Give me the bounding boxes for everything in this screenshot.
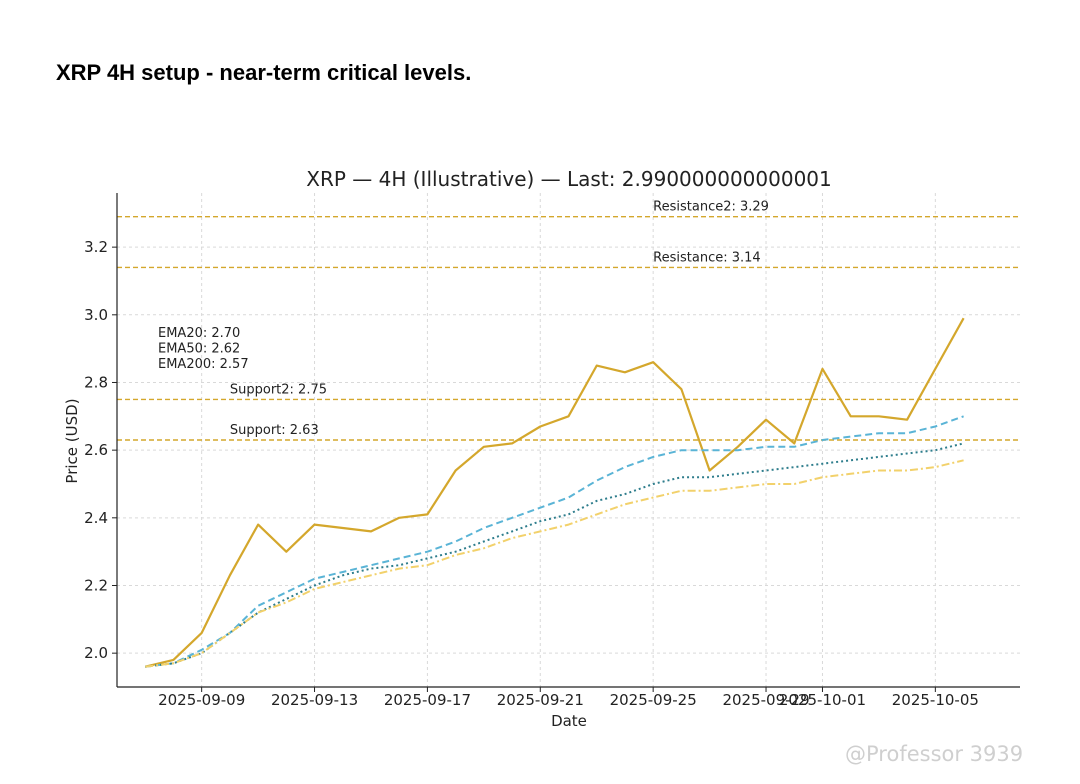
x-tick-label: 2025-09-25: [610, 691, 697, 709]
watermark-text: @Professor 3939: [845, 742, 1024, 766]
y-tick-label: 2.6: [84, 441, 108, 459]
y-tick-label: 2.4: [84, 509, 108, 527]
y-tick-label: 2.2: [84, 576, 108, 594]
x-axis-label: Date: [551, 712, 587, 730]
x-tick-label: 2025-10-01: [779, 691, 866, 709]
level-label: Support: 2.63: [230, 423, 319, 438]
ema-note: EMA50: 2.62: [158, 342, 240, 357]
y-tick-label: 3.0: [84, 306, 108, 324]
ema50-line: [145, 442, 964, 668]
level-label: Resistance: 3.14: [653, 250, 761, 265]
x-tick-label: 2025-10-05: [892, 691, 979, 709]
chart-title: XRP — 4H (Illustrative) — Last: 2.990000…: [306, 167, 832, 191]
level-label: Resistance2: 3.29: [653, 200, 769, 215]
y-tick-label: 3.2: [84, 238, 108, 256]
axes: 2.0 2.2 2.4 2.6 2.8 3.0 3.2 2025-09-09 2025-09-1…: [84, 193, 1020, 709]
ema-note: EMA20: 2.70: [158, 326, 240, 341]
y-axis-label: Price (USD): [63, 398, 81, 483]
ema20-line: [145, 415, 964, 668]
x-tick-label: 2025-09-29: [722, 691, 809, 709]
level-lines: Resistance2: 3.29 Resistance: 3.14 Support…: [117, 200, 1020, 441]
x-tick-label: 2025-09-09: [158, 691, 245, 709]
price-line: [144, 317, 965, 668]
level-label: Support2: 2.75: [230, 382, 327, 397]
x-tick-label: 2025-09-21: [497, 691, 584, 709]
y-tick-label: 2.0: [84, 644, 108, 662]
x-tick-label: 2025-09-17: [384, 691, 471, 709]
x-tick-label: 2025-09-13: [271, 691, 358, 709]
series-lines: [144, 317, 965, 668]
ema200-line: [145, 459, 964, 668]
y-tick-label: 2.8: [84, 373, 108, 391]
ema-note: EMA200: 2.57: [158, 357, 249, 372]
page-heading: XRP 4H setup - near-term critical levels…: [56, 60, 472, 85]
